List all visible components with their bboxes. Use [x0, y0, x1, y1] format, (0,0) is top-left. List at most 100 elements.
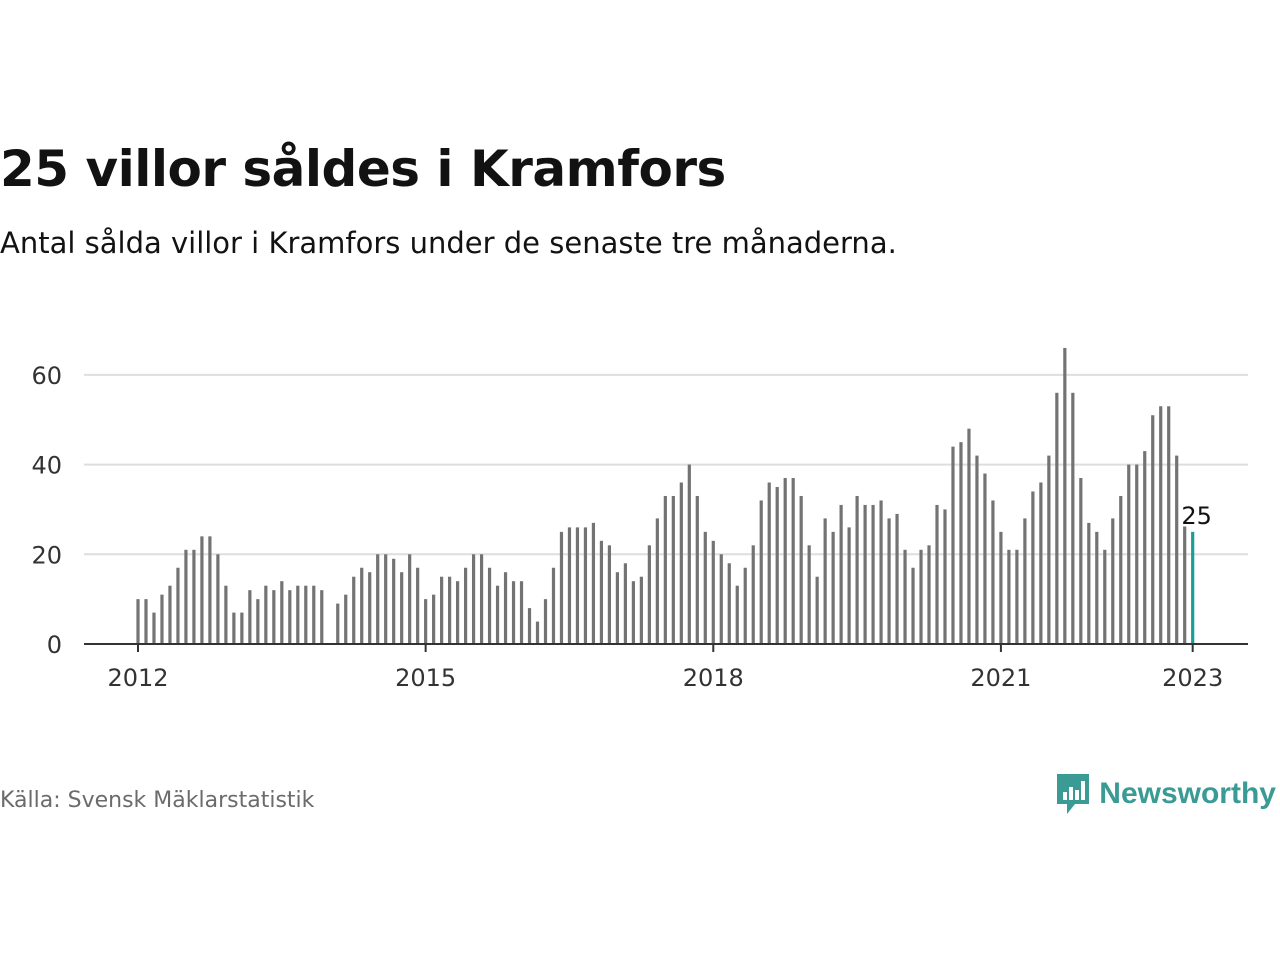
bars — [136, 347, 1195, 644]
bar — [152, 612, 156, 644]
bar — [863, 504, 867, 644]
bar — [216, 554, 220, 644]
highlight-value-label: 25 — [1181, 502, 1212, 530]
bar — [1183, 518, 1187, 644]
bar — [320, 590, 324, 644]
bar — [1015, 549, 1019, 644]
bar — [479, 554, 484, 644]
bar-chart: 0 20 40 60 2012 2015 2018 2021 2023 25 — [31, 347, 1248, 692]
bar — [935, 504, 939, 644]
bar-highlight — [1191, 531, 1195, 644]
bar — [711, 540, 715, 644]
bar — [160, 594, 164, 644]
x-tick-label: 2012 — [107, 664, 168, 692]
y-tick-label: 20 — [31, 541, 62, 569]
bar — [735, 585, 739, 644]
bar — [543, 599, 548, 644]
bar — [471, 554, 476, 644]
bar — [943, 509, 947, 644]
bar — [975, 455, 979, 644]
bar — [799, 495, 803, 644]
bar — [559, 531, 564, 644]
bar — [583, 527, 588, 644]
bar — [1063, 347, 1067, 644]
bar — [503, 572, 508, 644]
bar — [951, 446, 955, 644]
bar — [224, 585, 228, 644]
source-note: Källa: Svensk Mäklarstatistik — [0, 788, 315, 813]
bar — [432, 594, 436, 644]
y-tick-label: 40 — [31, 452, 62, 480]
bar — [440, 576, 444, 644]
bar — [815, 576, 819, 644]
bar — [240, 612, 244, 644]
x-tick-label: 2021 — [970, 664, 1031, 692]
bar — [647, 545, 651, 644]
x-tick-label: 2018 — [683, 664, 744, 692]
bar — [783, 478, 787, 644]
bar — [727, 563, 731, 644]
x-axis — [84, 643, 1248, 652]
bar — [991, 500, 995, 644]
y-tick-label: 60 — [31, 362, 62, 390]
bar — [448, 576, 452, 644]
bar — [1135, 464, 1139, 644]
bar — [184, 549, 188, 644]
bar — [871, 504, 875, 644]
bar — [959, 442, 963, 644]
bar — [408, 554, 412, 644]
bar — [791, 478, 795, 644]
bar — [368, 572, 372, 644]
bar — [192, 549, 196, 644]
bar — [535, 621, 540, 644]
bar — [1079, 478, 1083, 644]
bar — [336, 603, 340, 644]
bar — [775, 487, 779, 644]
bar — [264, 585, 268, 644]
bar — [887, 518, 891, 644]
bar — [687, 464, 691, 644]
bar — [807, 545, 811, 644]
bar — [767, 482, 771, 644]
bar — [615, 572, 619, 644]
bar — [719, 554, 723, 644]
bar — [1167, 406, 1171, 644]
bar — [495, 585, 500, 644]
bar — [759, 500, 763, 644]
bar — [855, 495, 859, 644]
labels: 0 20 40 60 2012 2015 2018 2021 2023 25 — [31, 362, 1223, 692]
newsworthy-logo-icon — [1057, 774, 1090, 814]
bar — [751, 545, 755, 644]
brand-name: Newsworthy — [1099, 777, 1276, 810]
bar — [1159, 406, 1163, 644]
bar — [1055, 392, 1059, 644]
bar — [176, 567, 180, 644]
bar — [607, 545, 612, 644]
bar — [304, 585, 308, 644]
bar — [663, 495, 667, 644]
bar — [831, 531, 835, 644]
bar — [280, 581, 284, 644]
bar — [671, 495, 675, 644]
bar — [839, 504, 843, 644]
bar — [743, 567, 747, 644]
bar — [1175, 455, 1179, 644]
bar — [392, 558, 396, 644]
bar — [1119, 495, 1123, 644]
bar — [1031, 491, 1035, 644]
bar — [983, 473, 987, 644]
bar — [631, 581, 635, 644]
bar — [655, 518, 659, 644]
bar — [519, 581, 524, 644]
bar — [463, 567, 468, 644]
bar — [1039, 482, 1043, 644]
bar — [1111, 518, 1115, 644]
bar — [272, 590, 276, 644]
bar — [376, 554, 380, 644]
bar — [911, 567, 915, 644]
bar — [919, 549, 923, 644]
bar — [312, 585, 316, 644]
bar — [384, 554, 388, 644]
bar — [232, 612, 236, 644]
bar — [400, 572, 404, 644]
